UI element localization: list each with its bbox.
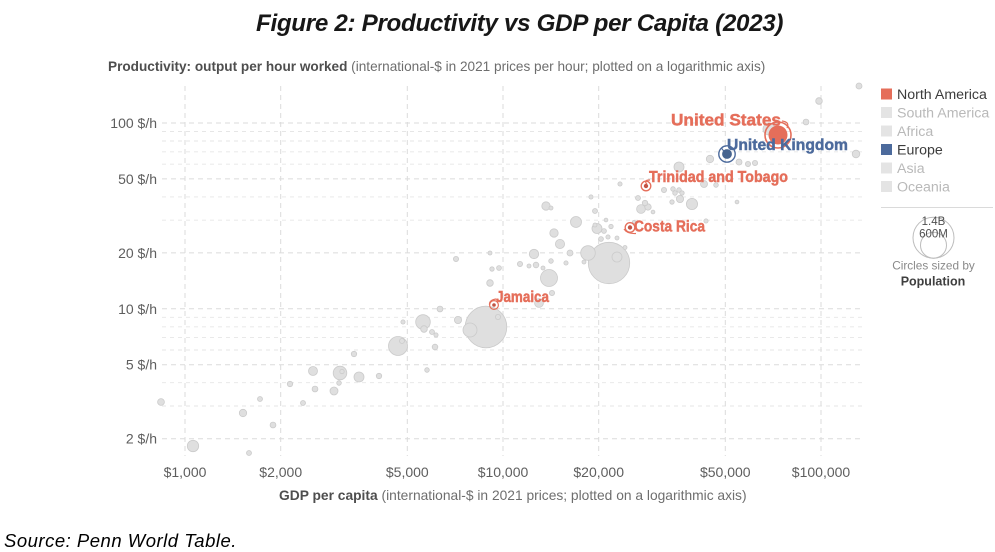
- svg-text:2 $/h: 2 $/h: [126, 431, 157, 447]
- svg-text:Jamaica: Jamaica: [496, 289, 549, 306]
- svg-text:Asia: Asia: [897, 161, 925, 177]
- svg-text:United States: United States: [671, 111, 781, 130]
- svg-text:5 $/h: 5 $/h: [126, 357, 157, 373]
- svg-text:1.4B: 1.4B: [922, 216, 946, 228]
- svg-text:$5,000: $5,000: [386, 464, 429, 480]
- svg-text:$1,000: $1,000: [164, 464, 207, 480]
- svg-text:50 $/h: 50 $/h: [118, 171, 157, 187]
- svg-text:Population: Population: [901, 275, 966, 289]
- svg-text:Circles sized by: Circles sized by: [892, 259, 975, 273]
- svg-text:Trinidad and Tobago: Trinidad and Tobago: [649, 169, 788, 186]
- svg-text:Africa: Africa: [897, 124, 933, 140]
- svg-text:Oceania: Oceania: [897, 180, 950, 196]
- svg-text:South America: South America: [897, 106, 989, 122]
- svg-text:United Kingdom: United Kingdom: [727, 137, 848, 154]
- svg-text:North America: North America: [897, 87, 987, 103]
- svg-text:Costa Rica: Costa Rica: [634, 219, 705, 236]
- svg-text:10 $/h: 10 $/h: [118, 301, 157, 317]
- svg-text:$50,000: $50,000: [700, 464, 751, 480]
- svg-text:$2,000: $2,000: [259, 464, 302, 480]
- svg-text:$10,000: $10,000: [478, 464, 529, 480]
- svg-text:$100,000: $100,000: [792, 464, 851, 480]
- svg-text:20 $/h: 20 $/h: [118, 245, 157, 261]
- svg-text:$20,000: $20,000: [573, 464, 624, 480]
- svg-text:100 $/h: 100 $/h: [110, 115, 157, 131]
- svg-text:Europe: Europe: [897, 143, 943, 159]
- svg-text:600M: 600M: [919, 229, 948, 241]
